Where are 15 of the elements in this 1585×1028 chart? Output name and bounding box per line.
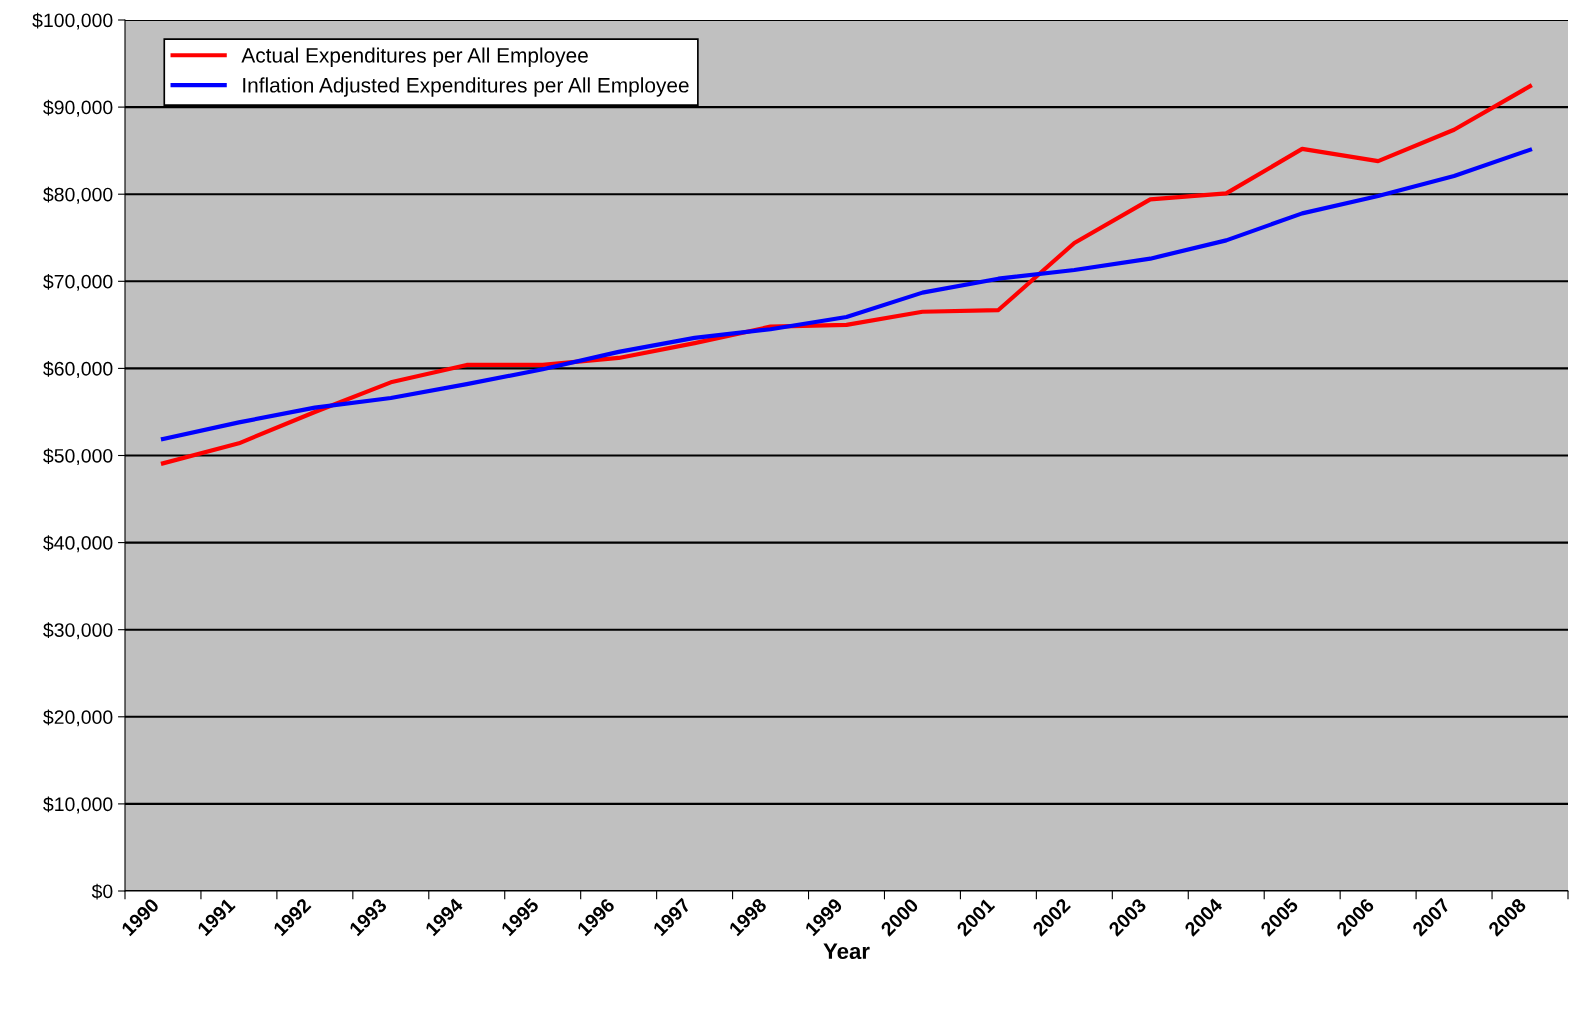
y-tick-label: $100,000 bbox=[32, 12, 113, 30]
y-tick-label: $30,000 bbox=[43, 622, 113, 640]
y-tick-label: $10,000 bbox=[43, 796, 113, 814]
y-tick-label: $80,000 bbox=[43, 186, 113, 204]
y-tick-label: $90,000 bbox=[43, 99, 113, 117]
legend-label: Actual Expenditures per All Employee bbox=[241, 47, 588, 67]
y-tick-label: $60,000 bbox=[43, 361, 113, 378]
y-tick-label: $40,000 bbox=[43, 535, 113, 553]
x-axis-title: Year bbox=[823, 943, 870, 960]
y-tick-label: $50,000 bbox=[43, 448, 113, 466]
y-tick-label: $0 bbox=[91, 883, 113, 900]
y-tick-label: $70,000 bbox=[43, 273, 113, 291]
line-series bbox=[160, 147, 1533, 442]
legend-label: Inflation Adjusted Expenditures per All Employee bbox=[243, 77, 689, 97]
y-tick-label: $20,000 bbox=[43, 709, 113, 727]
